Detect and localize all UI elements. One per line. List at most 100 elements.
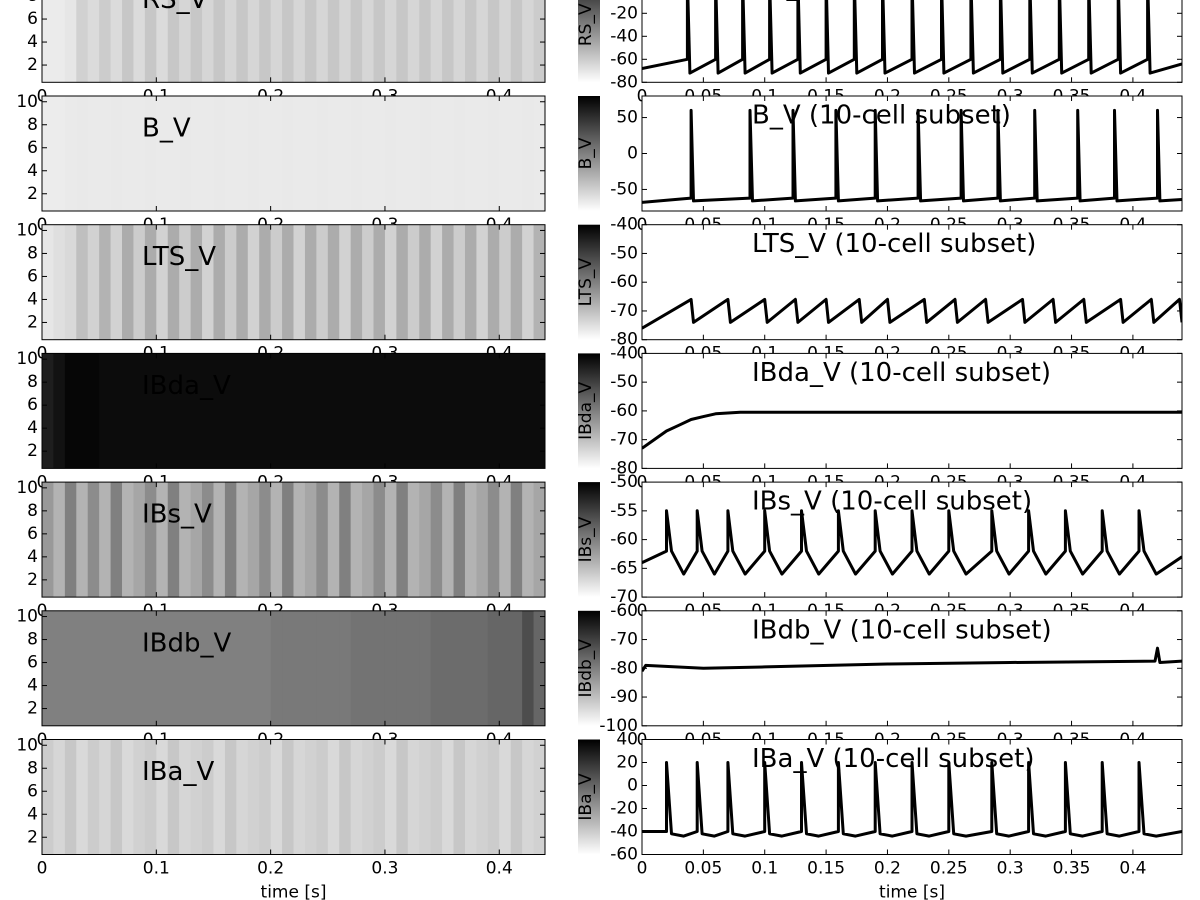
heatmap-cell — [110, 739, 123, 855]
heatmap-cell — [476, 610, 489, 726]
panel: 00.10.20.30.4246810B_V — [16, 92, 546, 235]
heatmap-cell — [122, 96, 134, 211]
y-tick-label: 10 — [16, 735, 38, 755]
heatmap-cell — [202, 353, 214, 469]
panel: 00.050.10.150.20.250.30.350.4-80-60-40-2… — [576, 0, 1183, 106]
heatmap-cell — [430, 0, 443, 83]
heatmap-cell — [510, 224, 523, 340]
heatmap-cell — [247, 353, 260, 469]
heatmap-cell — [236, 0, 249, 83]
heatmap-cell — [122, 610, 134, 726]
heatmap-cell — [167, 482, 180, 598]
heatmap-cell — [133, 96, 146, 211]
plot-area — [642, 410, 1182, 450]
heatmap-cell — [282, 224, 294, 340]
y-axis-label: B_V — [576, 137, 596, 169]
plot-area — [42, 224, 545, 340]
panel-title: IBdb_V — [142, 628, 232, 658]
heatmap-cell — [202, 482, 214, 598]
heatmap-cell — [464, 739, 477, 855]
heatmap-cell — [122, 482, 134, 598]
heatmap-cell — [190, 224, 203, 340]
heatmap-cell — [430, 610, 443, 726]
plot-area — [42, 610, 545, 726]
heatmap-cell — [293, 0, 306, 83]
heatmap-cell — [327, 96, 340, 211]
heatmap-cell — [42, 482, 54, 598]
heatmap-cell — [350, 482, 363, 598]
heatmap-cell — [316, 224, 329, 340]
y-tick-label: 8 — [27, 115, 38, 135]
axes-frame — [41, 0, 546, 83]
panel-title: IBs_V — [142, 500, 212, 530]
heatmap-cell — [42, 610, 54, 726]
heatmap-cell — [476, 482, 489, 598]
heatmap-cell — [122, 353, 134, 469]
heatmap-cell — [202, 739, 214, 855]
panel: 00.050.10.150.20.250.30.350.4-70-65-60-5… — [576, 472, 1183, 621]
colorbar — [578, 739, 600, 855]
heatmap-cell — [316, 739, 329, 855]
heatmap-cell — [190, 0, 203, 83]
heatmap-cell — [339, 610, 352, 726]
y-tick-label: 2 — [27, 570, 38, 590]
heatmap-cell — [110, 353, 123, 469]
plot-area — [42, 482, 545, 598]
heatmap-cell — [407, 610, 420, 726]
heatmap-cell — [419, 96, 432, 211]
heatmap-cell — [396, 353, 409, 469]
x-tick-label: 0.05 — [684, 859, 722, 879]
y-tick-label: 4 — [27, 676, 38, 696]
y-tick-label: 2 — [27, 441, 38, 461]
heatmap-cell — [499, 482, 512, 598]
heatmap-cell — [430, 224, 443, 340]
y-tick-label: -60 — [610, 601, 638, 621]
heatmap-cell — [304, 224, 317, 340]
colorbar — [578, 224, 600, 340]
heatmap-cell — [122, 0, 134, 83]
heatmap-cell — [224, 224, 237, 340]
heatmap-cell — [339, 353, 352, 469]
heatmap-cell — [236, 610, 249, 726]
heatmap-cell — [110, 610, 123, 726]
heatmap-cell — [213, 224, 226, 340]
heatmap-cell — [167, 96, 180, 211]
heatmap-cell — [327, 739, 340, 855]
colorbar — [578, 610, 600, 726]
heatmap-cell — [110, 224, 123, 340]
heatmap-cell — [442, 224, 455, 340]
heatmap-cell — [316, 353, 329, 469]
heatmap-cell — [499, 353, 512, 469]
heatmap-cell — [270, 610, 283, 726]
heatmap-cell — [373, 482, 386, 598]
heatmap-cell — [373, 224, 386, 340]
heatmap-cell — [144, 482, 157, 598]
heatmap-cell — [396, 96, 409, 211]
y-tick-label: -60 — [610, 401, 638, 421]
y-tick-label: 4 — [27, 289, 38, 309]
heatmap-cell — [407, 224, 420, 340]
y-tick-label: 8 — [27, 758, 38, 778]
heatmap-cell — [282, 482, 294, 598]
axes-frame — [41, 610, 546, 727]
y-tick-label: -40 — [610, 822, 638, 842]
panel: 00.050.10.150.20.250.30.350.4-100-90-80-… — [576, 601, 1183, 750]
heatmap-cell — [487, 224, 500, 340]
heatmap-cell — [87, 224, 100, 340]
heatmap-cell — [270, 224, 283, 340]
y-tick-label: 6 — [27, 266, 38, 286]
heatmap-cell — [99, 353, 112, 469]
plot-area — [42, 739, 545, 855]
heatmap-cell — [327, 353, 340, 469]
y-tick-label: -50 — [610, 372, 638, 392]
panel-title: B_V — [142, 114, 191, 144]
y-tick-label: 8 — [27, 630, 38, 650]
heatmap-cell — [316, 96, 329, 211]
heatmap-cell — [293, 96, 306, 211]
y-tick-label: 6 — [27, 781, 38, 801]
axes-frame — [41, 739, 546, 855]
y-tick-label: -80 — [610, 330, 638, 350]
panel-title: LTS_V (10-cell subset) — [752, 229, 1036, 259]
x-tick-label: 0.1 — [143, 859, 170, 879]
